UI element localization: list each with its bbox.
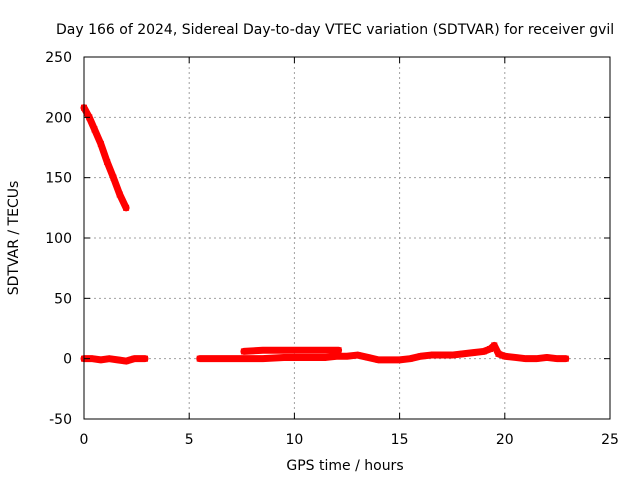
data-point — [554, 355, 561, 362]
y-tick-label: 250 — [45, 50, 72, 66]
data-point — [335, 347, 342, 354]
data-point — [196, 355, 203, 362]
data-point — [301, 347, 308, 354]
data-point — [407, 355, 414, 362]
data-point — [116, 191, 123, 198]
data-point — [365, 354, 372, 361]
x-tick-label: 10 — [285, 432, 303, 448]
data-point — [428, 352, 435, 359]
data-point — [322, 354, 329, 361]
data-point — [543, 354, 550, 361]
series-2 — [240, 346, 343, 355]
data-point — [386, 356, 393, 363]
data-point — [259, 347, 266, 354]
grid-lines — [84, 57, 610, 419]
y-tick-label: -50 — [49, 412, 72, 428]
x-tick-label: 20 — [496, 432, 514, 448]
data-point — [533, 355, 540, 362]
series-0 — [80, 104, 130, 212]
data-point — [522, 355, 529, 362]
x-tick-label: 25 — [601, 432, 619, 448]
data-point — [280, 347, 287, 354]
data-point — [301, 354, 308, 361]
data-point — [344, 353, 350, 360]
x-tick-label: 5 — [185, 432, 194, 448]
data-point — [501, 353, 508, 360]
data-point — [131, 355, 138, 362]
data-point — [449, 352, 456, 359]
data-point — [97, 356, 104, 363]
data-point — [470, 349, 477, 356]
plot-frame — [83, 56, 611, 420]
data-point — [322, 347, 329, 354]
data-point — [114, 356, 121, 363]
y-axis-label: SDTVAR / TECUs — [6, 181, 22, 296]
y-tick-label: 50 — [54, 291, 72, 307]
data-point — [97, 140, 104, 147]
data-point — [106, 355, 113, 362]
data-point — [375, 356, 382, 363]
data-point — [91, 126, 98, 133]
y-tick-label: 100 — [45, 231, 72, 247]
data-point — [495, 350, 502, 357]
x-tick-label: 0 — [80, 432, 89, 448]
data-point — [487, 346, 494, 353]
data-point — [354, 352, 361, 359]
chart-title: Day 166 of 2024, Sidereal Day-to-day VTE… — [56, 22, 614, 38]
data-point — [396, 356, 403, 363]
data-point — [123, 358, 130, 365]
y-tick-label: 150 — [45, 171, 72, 187]
data-point — [104, 158, 111, 165]
x-axis-label: GPS time / hours — [286, 458, 403, 474]
data-point — [142, 355, 149, 362]
data-point — [480, 348, 487, 355]
data-point — [123, 204, 130, 211]
data-point — [417, 353, 424, 360]
data-point — [459, 350, 466, 357]
data-point — [110, 174, 117, 181]
data-point — [438, 352, 445, 359]
data-point — [512, 354, 519, 361]
data-point — [240, 348, 247, 355]
data-point — [491, 342, 498, 349]
x-tick-label: 15 — [391, 432, 409, 448]
axis-ticks: 0 5 10 15 20 25 -50 0 50 100 150 200 250 — [45, 50, 619, 448]
data-point — [238, 355, 245, 362]
data-series — [80, 104, 570, 365]
y-tick-label: 200 — [45, 110, 72, 126]
series-3 — [196, 341, 570, 364]
data-point — [562, 355, 569, 362]
data-point — [217, 355, 224, 362]
series-1 — [80, 355, 149, 365]
data-point — [89, 355, 96, 362]
data-point — [333, 353, 340, 360]
y-tick-label: 0 — [63, 352, 72, 368]
data-point — [259, 355, 266, 362]
data-point — [280, 354, 287, 361]
